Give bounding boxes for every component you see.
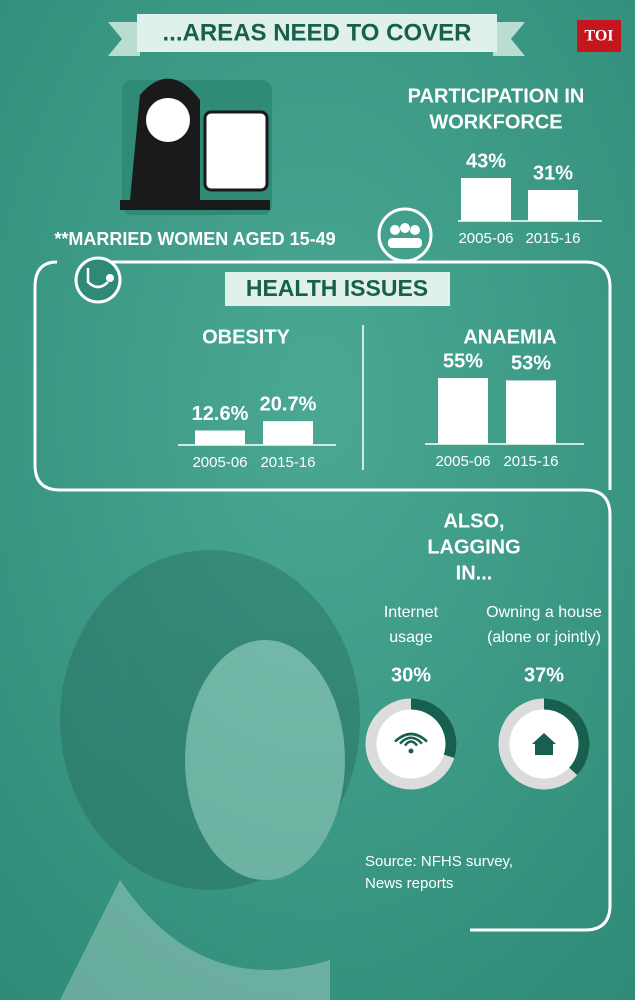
logo-box [577,20,621,52]
ribbon-end [493,22,525,56]
note: **MARRIED WOMEN AGED 15-49 [54,229,335,249]
stethoscope-icon [74,256,122,304]
category-label: 2005-06 [435,453,490,470]
wifi-icon [394,732,428,743]
value-label: 53% [511,353,551,375]
category-label: 2015-16 [525,230,580,247]
house-icon [532,733,556,755]
chart-title: WORKFORCE [429,111,562,133]
logo: TOI [584,28,613,45]
bar [195,430,245,445]
bar [461,178,511,221]
category-label: 2005-06 [458,230,513,247]
category-label: Internet [384,604,439,621]
title-banner [137,14,497,52]
wifi-icon [408,748,414,754]
chart-title: ANAEMIA [463,326,556,348]
category-label: Owning a house [486,604,602,621]
donut-arc [410,698,457,759]
section-title: HEALTH ISSUES [246,275,428,301]
woman-computer-illustration [120,78,272,215]
value-label: 20.7% [260,393,317,415]
value-label: 55% [443,350,483,372]
category-label: (alone or jointly) [487,629,601,646]
wifi-icon [403,740,419,747]
bar [506,380,556,444]
title: ...AREAS NEED TO COVER [163,19,472,46]
section-frame [33,260,612,932]
chart-title: PARTICIPATION IN [408,85,585,107]
chart-title: IN... [456,562,493,584]
category-label: 2015-16 [503,453,558,470]
wifi-icon [399,736,423,745]
chart-title: LAGGING [427,536,520,558]
portrait-illustration [60,550,360,1000]
value-label: 30% [391,664,431,686]
source: News reports [365,875,453,892]
bar [263,421,313,445]
value-label: 12.6% [192,403,249,425]
donut-arc [543,698,590,776]
bar [528,190,578,221]
ribbon-end [108,22,140,56]
people-icon [377,207,433,263]
value-label: 43% [466,150,506,172]
category-label: 2005-06 [192,454,247,471]
category-label: 2015-16 [260,454,315,471]
section-banner [225,272,450,306]
value-label: 37% [524,664,564,686]
source: Source: NFHS survey, [365,853,513,870]
chart-title: ALSO, [443,510,504,532]
category-label: usage [389,629,433,646]
value-label: 31% [533,162,573,184]
chart-title: OBESITY [202,326,290,348]
bar [438,378,488,444]
